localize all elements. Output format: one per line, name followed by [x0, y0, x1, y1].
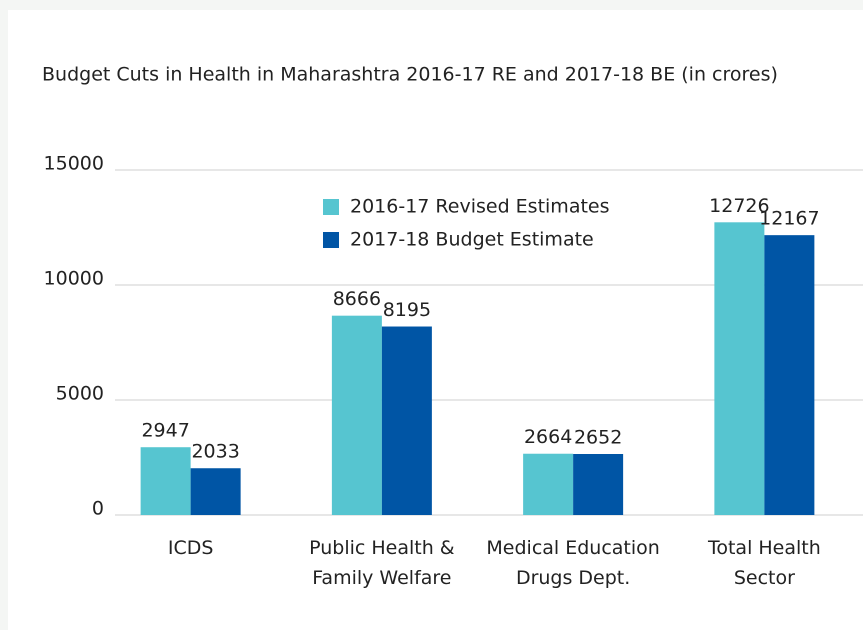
x-tick-label: Public Health & Family Welfare — [309, 537, 455, 589]
data-label: 8195 — [383, 299, 431, 321]
data-label: 12726 — [709, 195, 769, 217]
bar — [190, 468, 241, 515]
bar — [381, 326, 432, 515]
data-label: 2033 — [191, 441, 239, 463]
data-label: 12167 — [759, 208, 819, 230]
bar — [331, 315, 382, 515]
legend-swatch — [323, 232, 339, 248]
data-label: 2947 — [141, 420, 189, 442]
bar — [523, 453, 574, 515]
y-tick-label: 15000 — [44, 153, 104, 175]
legend-swatch — [323, 199, 339, 215]
data-label: 2664 — [524, 426, 572, 448]
y-tick-label: 0 — [92, 498, 104, 520]
x-tick-label: Total Health Sector — [707, 537, 821, 589]
x-tick-label: Medical Education Drugs Dept. — [486, 537, 659, 589]
x-tick-label: ICDS — [168, 537, 214, 559]
data-label: 2652 — [574, 427, 622, 449]
bar — [573, 454, 624, 515]
y-tick-label: 5000 — [56, 383, 104, 405]
bar — [764, 235, 815, 515]
data-label: 8666 — [333, 288, 381, 310]
legend-label: 2016-17 Revised Estimates — [350, 196, 610, 218]
bar — [714, 222, 765, 515]
bar — [140, 447, 191, 515]
legend-label: 2017-18 Budget Estimate — [350, 229, 594, 251]
chart-title: Budget Cuts in Health in Maharashtra 201… — [42, 64, 778, 86]
y-tick-label: 10000 — [44, 268, 104, 290]
